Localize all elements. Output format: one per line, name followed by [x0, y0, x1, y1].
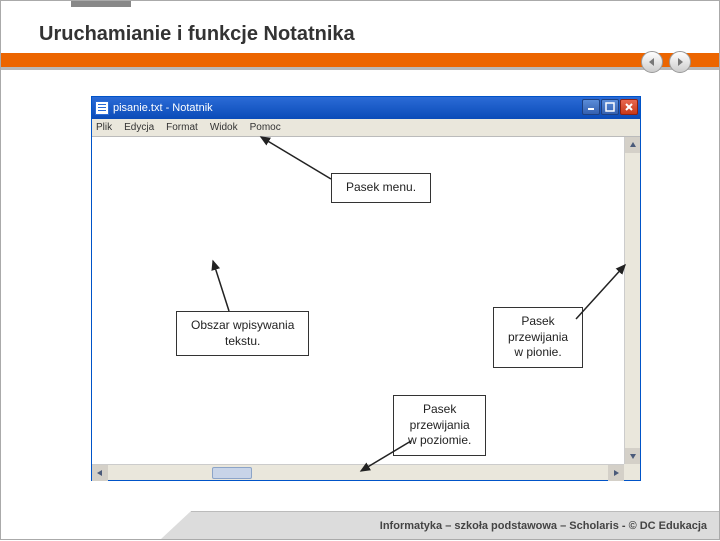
chevron-right-icon — [675, 57, 685, 67]
notepad-menubar: Plik Edycja Format Widok Pomoc — [92, 119, 640, 137]
scroll-down-icon[interactable] — [625, 448, 640, 464]
scroll-corner — [624, 464, 640, 480]
horizontal-scrollbar[interactable] — [92, 464, 624, 480]
scroll-thumb[interactable] — [212, 467, 252, 479]
scroll-right-icon[interactable] — [608, 465, 624, 481]
window-buttons — [582, 99, 638, 115]
callout-textarea: Obszar wpisywania tekstu. — [176, 311, 309, 356]
minimize-button[interactable] — [582, 99, 600, 115]
callout-vscroll: Pasek przewijania w pionie. — [493, 307, 583, 368]
callout-hscroll: Pasek przewijania w poziomie. — [393, 395, 486, 456]
footer-notch-slope — [161, 511, 191, 539]
header-accent — [71, 1, 131, 7]
scroll-left-icon[interactable] — [92, 465, 108, 481]
menu-item-file[interactable]: Plik — [96, 122, 112, 133]
next-slide-button[interactable] — [669, 51, 691, 73]
notepad-title: pisanie.txt - Notatnik — [113, 102, 213, 114]
menu-item-format[interactable]: Format — [166, 122, 198, 133]
chevron-left-icon — [647, 57, 657, 67]
footer-text: Informatyka – szkoła podstawowa – Schola… — [380, 520, 707, 532]
gray-underbar — [1, 67, 719, 70]
slide: Uruchamianie i funkcje Notatnika pisanie… — [0, 0, 720, 540]
slide-title: Uruchamianie i funkcje Notatnika — [39, 23, 355, 46]
menu-item-view[interactable]: Widok — [210, 122, 238, 133]
notepad-titlebar[interactable]: pisanie.txt - Notatnik — [92, 97, 640, 119]
vertical-scrollbar[interactable] — [624, 137, 640, 464]
notepad-icon — [95, 101, 109, 115]
prev-slide-button[interactable] — [641, 51, 663, 73]
maximize-button[interactable] — [601, 99, 619, 115]
footer-notch-bg — [1, 511, 161, 539]
menu-item-edit[interactable]: Edycja — [124, 122, 154, 133]
scroll-up-icon[interactable] — [625, 137, 640, 153]
callout-menu: Pasek menu. — [331, 173, 431, 203]
menu-item-help[interactable]: Pomoc — [250, 122, 281, 133]
notepad-window: pisanie.txt - Notatnik Plik Edycja Forma… — [91, 96, 641, 481]
close-button[interactable] — [620, 99, 638, 115]
orange-bar — [1, 53, 719, 67]
